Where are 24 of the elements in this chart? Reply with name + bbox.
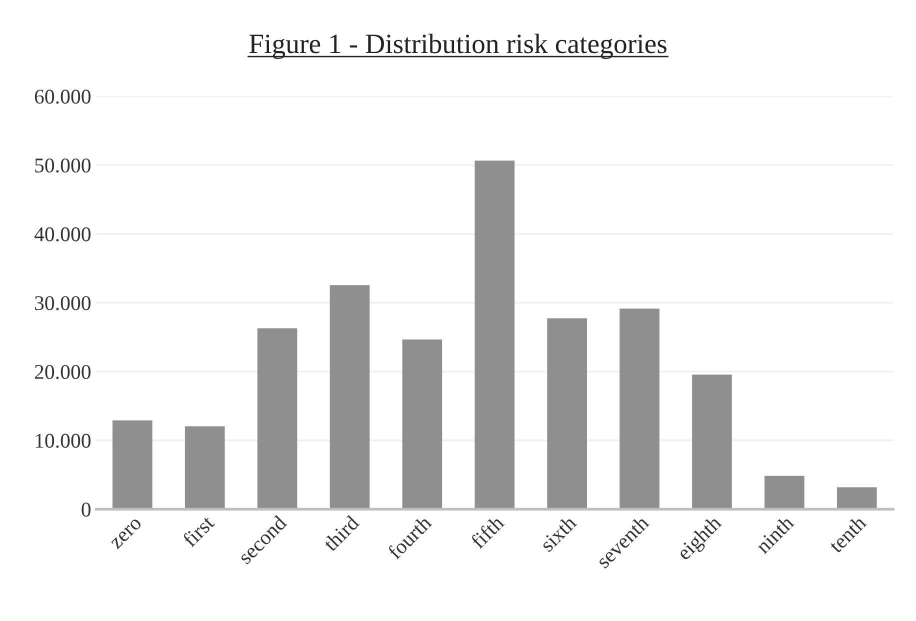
y-tick-label: 60.000	[34, 90, 91, 104]
bar	[547, 318, 588, 510]
y-tick-label: 50.000	[35, 158, 91, 173]
y-tick-label: 10.000	[36, 434, 91, 448]
y-tick-label: 0	[82, 502, 91, 517]
bar	[184, 426, 225, 510]
bar	[330, 285, 370, 510]
x-tick-label: zero	[110, 518, 142, 550]
bar	[257, 328, 298, 510]
bar	[764, 476, 804, 510]
x-tick-label: fifth	[470, 514, 505, 550]
y-tick-label: 40.000	[34, 227, 91, 242]
x-tick-label: first	[181, 514, 216, 548]
x-tick-label: sixth	[539, 514, 578, 552]
bar	[402, 340, 442, 510]
bar	[474, 160, 515, 510]
y-tick-label: 20.000	[34, 364, 91, 380]
x-tick-label: tenth	[828, 514, 868, 554]
bar	[620, 308, 660, 510]
y-tick-label: 30.000	[35, 296, 91, 310]
chart-title: Figure 1 - Distribution risk categories	[249, 34, 666, 59]
bar	[112, 420, 152, 510]
bar	[836, 487, 877, 510]
bar	[692, 374, 732, 510]
